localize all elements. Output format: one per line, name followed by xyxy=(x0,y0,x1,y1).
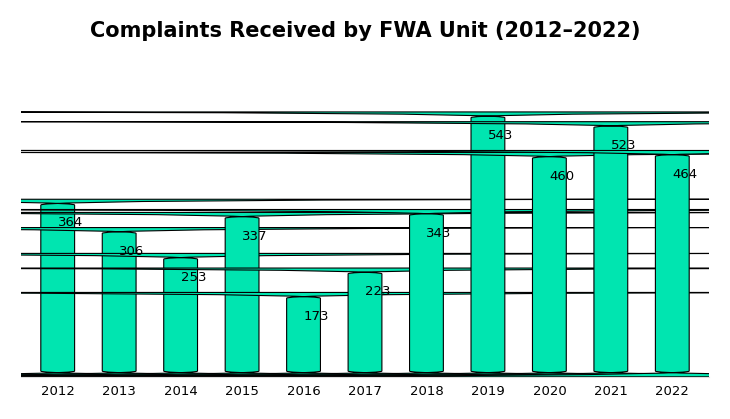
FancyBboxPatch shape xyxy=(0,212,730,377)
Text: 173: 173 xyxy=(304,310,329,323)
Text: 543: 543 xyxy=(488,129,513,142)
FancyBboxPatch shape xyxy=(0,268,730,377)
Text: 460: 460 xyxy=(550,170,575,183)
FancyBboxPatch shape xyxy=(0,153,730,377)
FancyBboxPatch shape xyxy=(0,112,730,377)
FancyBboxPatch shape xyxy=(0,228,730,377)
FancyBboxPatch shape xyxy=(0,150,730,377)
Title: Complaints Received by FWA Unit (2012–2022): Complaints Received by FWA Unit (2012–20… xyxy=(90,21,640,41)
FancyBboxPatch shape xyxy=(0,210,730,377)
Text: 464: 464 xyxy=(672,168,697,181)
FancyBboxPatch shape xyxy=(0,253,730,377)
FancyBboxPatch shape xyxy=(0,292,730,377)
FancyBboxPatch shape xyxy=(0,122,730,377)
Text: 223: 223 xyxy=(365,285,391,298)
Text: 343: 343 xyxy=(426,227,452,240)
FancyBboxPatch shape xyxy=(0,199,730,377)
Text: 253: 253 xyxy=(180,271,206,284)
Text: 364: 364 xyxy=(58,217,83,230)
Text: 337: 337 xyxy=(242,230,268,243)
Text: 306: 306 xyxy=(119,245,145,258)
Text: 523: 523 xyxy=(611,139,637,152)
